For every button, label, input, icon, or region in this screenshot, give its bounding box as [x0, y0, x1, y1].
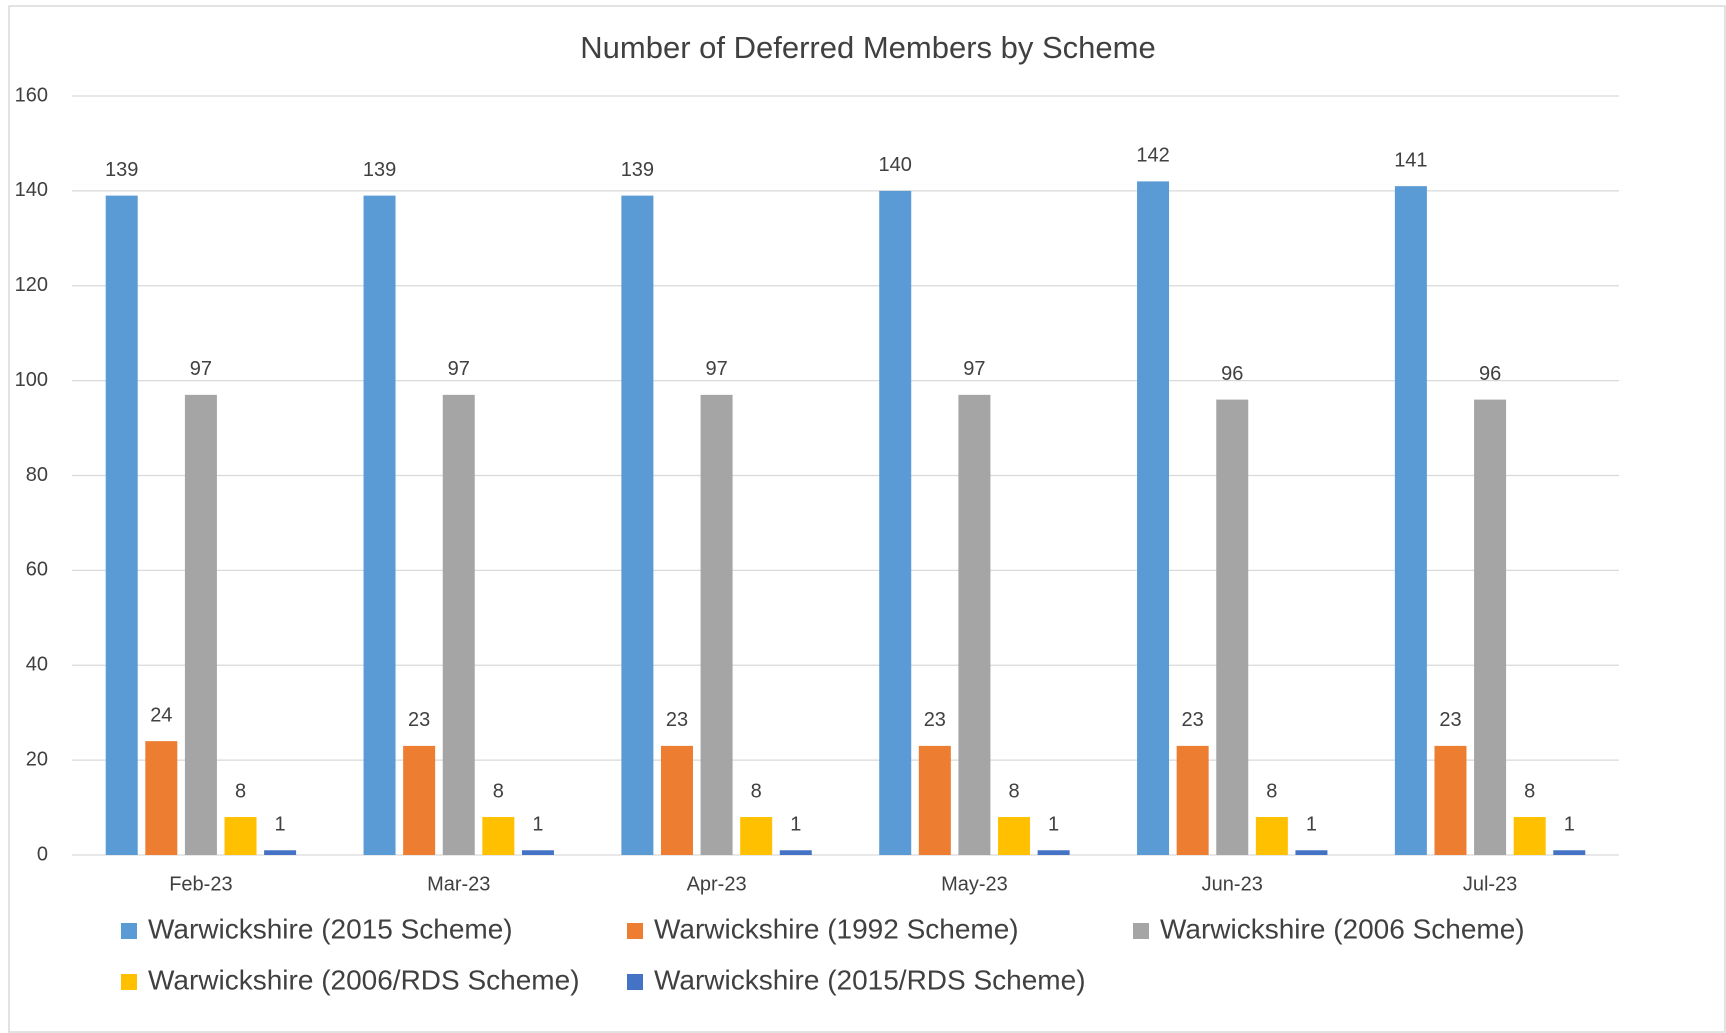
bar: [779, 850, 812, 855]
data-label: 8: [493, 780, 504, 802]
x-tick-label: Mar-23: [427, 873, 490, 895]
bar: [621, 195, 654, 855]
legend-swatch: [627, 974, 643, 990]
x-tick-label: Jun-23: [1202, 873, 1263, 895]
x-tick-label: Jul-23: [1463, 873, 1517, 895]
bar: [1513, 817, 1546, 855]
bar: [363, 195, 396, 855]
bar: [1394, 186, 1427, 856]
data-label: 139: [621, 159, 654, 181]
bar: [879, 190, 912, 855]
bar: [1434, 745, 1467, 855]
bar: [1037, 850, 1070, 855]
bar: [1216, 399, 1249, 855]
data-label: 140: [879, 154, 912, 176]
legend-label: Warwickshire (1992 Scheme): [654, 913, 1019, 944]
bar: [403, 745, 436, 855]
y-tick-label: 0: [37, 843, 48, 865]
legend-label: Warwickshire (2006 Scheme): [1160, 913, 1525, 944]
data-label: 139: [363, 159, 396, 181]
bar: [1176, 745, 1209, 855]
data-label: 23: [408, 709, 430, 731]
data-label: 8: [1008, 780, 1019, 802]
legend-swatch: [121, 923, 137, 939]
bar: [224, 817, 257, 855]
x-tick-label: Feb-23: [169, 873, 232, 895]
x-tick-label: May-23: [941, 873, 1008, 895]
data-label: 8: [1266, 780, 1277, 802]
y-tick-label: 120: [15, 274, 48, 296]
bar: [105, 195, 138, 855]
bar: [264, 850, 297, 855]
legend-label: Warwickshire (2015/RDS Scheme): [654, 964, 1086, 995]
bar: [1137, 181, 1170, 855]
chart-frame: [8, 5, 1726, 1033]
data-label: 97: [190, 358, 212, 380]
data-label: 96: [1221, 363, 1243, 385]
bar: [700, 394, 733, 855]
y-tick-label: 100: [15, 369, 48, 391]
data-label: 96: [1479, 363, 1501, 385]
data-label: 23: [1182, 709, 1204, 731]
data-label: 1: [1564, 814, 1575, 836]
y-tick-label: 140: [15, 179, 48, 201]
chart-title: Number of Deferred Members by Scheme: [580, 30, 1155, 65]
data-label: 1: [275, 814, 286, 836]
data-label: 97: [448, 358, 470, 380]
y-tick-label: 20: [26, 748, 48, 770]
data-label: 141: [1394, 149, 1427, 171]
bar: [1474, 399, 1507, 855]
bar: [184, 394, 217, 855]
bar: [482, 817, 515, 855]
data-label: 23: [666, 709, 688, 731]
y-tick-label: 60: [26, 559, 48, 581]
bar: [660, 745, 693, 855]
bar: [1295, 850, 1328, 855]
bar: [740, 817, 773, 855]
data-label: 97: [705, 358, 727, 380]
y-tick-label: 160: [15, 84, 48, 106]
bar: [918, 745, 951, 855]
x-tick-label: Apr-23: [687, 873, 747, 895]
data-label: 97: [963, 358, 985, 380]
data-label: 142: [1136, 145, 1169, 167]
data-label: 139: [105, 159, 138, 181]
data-label: 24: [150, 704, 172, 726]
bar: [145, 741, 178, 855]
bar: [958, 394, 991, 855]
bar: [442, 394, 475, 855]
data-label: 1: [532, 814, 543, 836]
bar: [1255, 817, 1288, 855]
data-label: 8: [1524, 780, 1535, 802]
y-tick-label: 80: [26, 464, 48, 486]
y-tick-label: 40: [26, 654, 48, 676]
legend-swatch: [627, 923, 643, 939]
legend-label: Warwickshire (2015 Scheme): [148, 913, 513, 944]
data-label: 23: [1439, 709, 1461, 731]
data-label: 1: [790, 814, 801, 836]
bar: [1553, 850, 1586, 855]
bar: [998, 817, 1031, 855]
data-label: 1: [1306, 814, 1317, 836]
data-label: 8: [235, 780, 246, 802]
data-label: 23: [924, 709, 946, 731]
legend-label: Warwickshire (2006/RDS Scheme): [148, 964, 580, 995]
data-label: 8: [751, 780, 762, 802]
data-label: 1: [1048, 814, 1059, 836]
bar: [521, 850, 554, 855]
legend-swatch: [121, 974, 137, 990]
legend-swatch: [1133, 923, 1149, 939]
